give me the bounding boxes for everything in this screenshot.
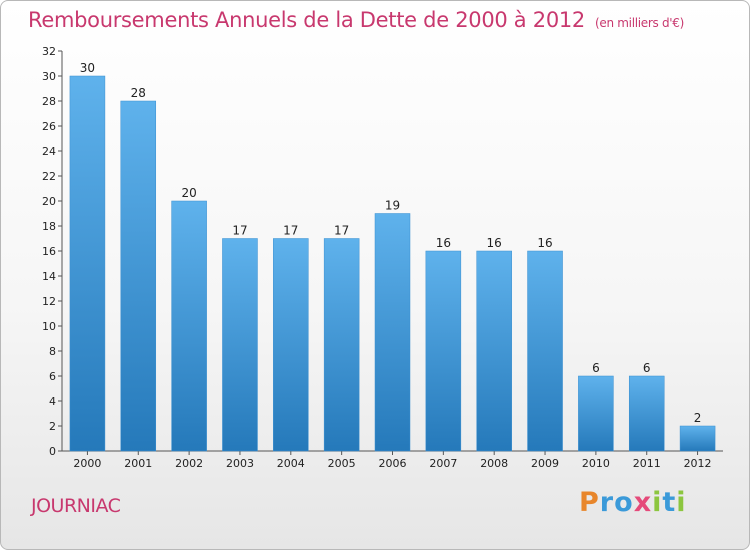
- x-tick-label: 2002: [175, 457, 203, 470]
- data-label: 17: [334, 224, 349, 238]
- bar: [222, 238, 258, 452]
- y-tick-label: 14: [42, 270, 56, 283]
- bar: [679, 425, 716, 452]
- bar: [628, 375, 665, 452]
- data-label: 19: [385, 199, 400, 213]
- data-label: 16: [436, 236, 451, 250]
- y-tick-label: 4: [49, 395, 56, 408]
- chart-unit: (en milliers d'€): [595, 16, 685, 30]
- x-tick-label: 2004: [277, 457, 305, 470]
- logo-letter: i: [676, 487, 687, 518]
- bar: [120, 100, 157, 452]
- bar: [323, 238, 360, 452]
- bar: [425, 250, 462, 452]
- logo-letter: P: [579, 487, 600, 518]
- x-tick-label: 2006: [379, 457, 407, 470]
- bar: [527, 250, 563, 452]
- data-label: 20: [181, 186, 196, 200]
- chart-title: Remboursements Annuels de la Dette de 20…: [28, 8, 684, 32]
- logo-letter: x: [633, 487, 653, 518]
- y-tick-label: 24: [42, 145, 56, 158]
- x-tick-label: 2010: [582, 457, 610, 470]
- bar: [374, 213, 411, 452]
- y-tick-label: 6: [49, 370, 56, 383]
- bar: [578, 375, 614, 452]
- x-tick-label: 2005: [328, 457, 356, 470]
- data-label: 16: [537, 236, 552, 250]
- data-label: 17: [283, 224, 298, 238]
- data-label: 6: [592, 361, 600, 375]
- data-label: 28: [131, 86, 146, 100]
- y-tick-label: 8: [49, 345, 56, 358]
- bar: [273, 238, 309, 452]
- x-tick-label: 2008: [480, 457, 508, 470]
- y-tick-label: 2: [49, 420, 56, 433]
- logo-letter: t: [662, 487, 677, 518]
- y-tick-label: 18: [42, 220, 56, 233]
- x-tick-label: 2000: [73, 457, 101, 470]
- y-tick-label: 30: [42, 70, 56, 83]
- bar: [171, 200, 207, 452]
- proxiti-logo: Proxiti: [579, 487, 687, 518]
- y-tick-label: 20: [42, 195, 56, 208]
- y-tick-label: 28: [42, 95, 56, 108]
- data-label: 16: [487, 236, 502, 250]
- data-label: 2: [694, 411, 702, 425]
- y-tick-label: 0: [49, 445, 56, 458]
- x-tick-label: 2009: [531, 457, 559, 470]
- y-tick-label: 16: [42, 245, 56, 258]
- commune-name: JOURNIAC: [31, 495, 121, 517]
- y-tick-label: 12: [42, 295, 56, 308]
- x-tick-label: 2003: [226, 457, 254, 470]
- x-tick-label: 2001: [124, 457, 152, 470]
- bar: [69, 75, 106, 452]
- y-tick-label: 26: [42, 120, 56, 133]
- data-label: 6: [643, 361, 651, 375]
- y-tick-label: 22: [42, 170, 56, 183]
- y-tick-label: 10: [42, 320, 56, 333]
- x-tick-label: 2011: [633, 457, 661, 470]
- logo-letter: o: [614, 487, 634, 518]
- bar: [476, 250, 512, 452]
- logo-letter: i: [652, 487, 663, 518]
- x-tick-label: 2012: [684, 457, 712, 470]
- x-tick-label: 2007: [429, 457, 457, 470]
- data-label: 17: [232, 224, 247, 238]
- logo-letter: r: [599, 487, 615, 518]
- chart-title-text: Remboursements Annuels de la Dette de 20…: [28, 8, 585, 32]
- y-tick-label: 32: [42, 45, 56, 58]
- data-label: 30: [80, 61, 95, 75]
